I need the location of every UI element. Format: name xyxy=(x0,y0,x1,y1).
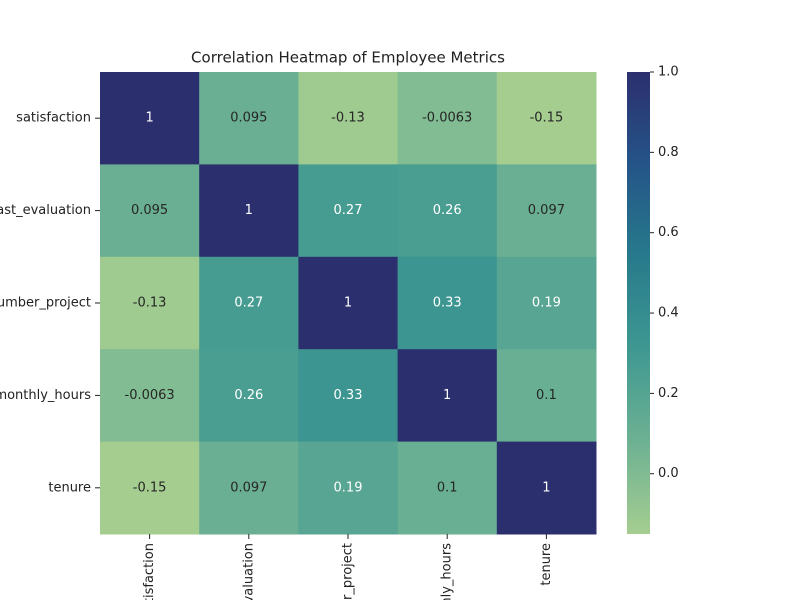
cell-label: 0.19 xyxy=(334,480,363,495)
cell-label: 0.26 xyxy=(234,388,263,403)
colorbar-tick-label: 0.6 xyxy=(658,225,679,240)
y-tick-label: tenure xyxy=(48,480,91,495)
heatmap-cell xyxy=(496,256,597,350)
cell-label: 0.19 xyxy=(532,296,561,311)
x-tick-label: last_evaluation xyxy=(241,543,256,600)
cell-label: -0.15 xyxy=(530,111,564,126)
heatmap-cell xyxy=(298,164,399,258)
heatmap-cell xyxy=(496,349,597,443)
cell-label: -0.0063 xyxy=(422,111,472,126)
heatmap-cell xyxy=(199,164,299,258)
heatmap-cell xyxy=(100,164,200,258)
colorbar-tick-label: 0.8 xyxy=(658,145,679,160)
cell-label: 0.33 xyxy=(433,296,462,311)
colorbar-tick-label: 0.0 xyxy=(658,466,679,481)
x-tick-label: monthly_hours xyxy=(440,543,455,600)
cell-label: -0.13 xyxy=(331,111,365,126)
cell-label: -0.0063 xyxy=(125,388,175,403)
y-tick-label: last_evaluation xyxy=(0,203,91,218)
cell-label: 0.097 xyxy=(528,203,565,218)
cell-label: -0.15 xyxy=(133,480,167,495)
heatmap-cell xyxy=(199,441,299,535)
cell-label: 1 xyxy=(542,480,550,495)
cell-label: 0.1 xyxy=(536,388,557,403)
heatmap-cell xyxy=(397,256,498,350)
cell-label: 0.27 xyxy=(334,203,363,218)
heatmap-cell xyxy=(298,256,399,350)
heatmap-cell xyxy=(397,72,498,165)
heatmap-cell xyxy=(496,164,597,258)
heatmap-cell xyxy=(496,441,597,535)
cell-label: 1 xyxy=(245,203,253,218)
cell-label: 0.33 xyxy=(334,388,363,403)
colorbar xyxy=(627,72,650,534)
cell-label: 0.097 xyxy=(230,480,267,495)
heatmap-cell xyxy=(397,164,498,258)
cell-label: 0.27 xyxy=(234,296,263,311)
heatmap-cell xyxy=(100,256,200,350)
heatmap-cell xyxy=(100,349,200,443)
cell-label: 0.095 xyxy=(131,203,168,218)
cell-label: -0.13 xyxy=(133,296,167,311)
chart-title: Correlation Heatmap of Employee Metrics xyxy=(191,49,505,67)
cell-label: 1 xyxy=(344,296,352,311)
heatmap-cell xyxy=(397,441,498,535)
heatmap-cell xyxy=(100,441,200,535)
y-tick-label: monthly_hours xyxy=(0,388,91,403)
cell-label: 1 xyxy=(145,111,153,126)
heatmap-cell xyxy=(199,72,299,165)
colorbar-tick-label: 0.2 xyxy=(658,386,679,401)
colorbar-tick-label: 1.0 xyxy=(658,65,679,80)
heatmap-cell xyxy=(100,72,200,165)
heatmap-cell xyxy=(496,72,597,165)
heatmap-cell xyxy=(298,349,399,443)
cell-label: 0.095 xyxy=(230,111,267,126)
heatmap-cell xyxy=(199,349,299,443)
cell-label: 0.1 xyxy=(437,480,458,495)
cell-label: 0.26 xyxy=(433,203,462,218)
cell-label: 1 xyxy=(443,388,451,403)
y-tick-label: number_project xyxy=(0,296,91,311)
x-tick-label: satisfaction xyxy=(142,543,157,600)
x-tick-label: tenure xyxy=(539,543,554,586)
heatmap-cell xyxy=(397,349,498,443)
heatmap-cell xyxy=(298,72,399,165)
x-tick-label: number_project xyxy=(341,543,356,600)
heatmap-cell xyxy=(298,441,399,535)
y-tick-label: satisfaction xyxy=(16,111,91,126)
heatmap-cell xyxy=(199,256,299,350)
colorbar-tick-label: 0.4 xyxy=(658,306,679,321)
